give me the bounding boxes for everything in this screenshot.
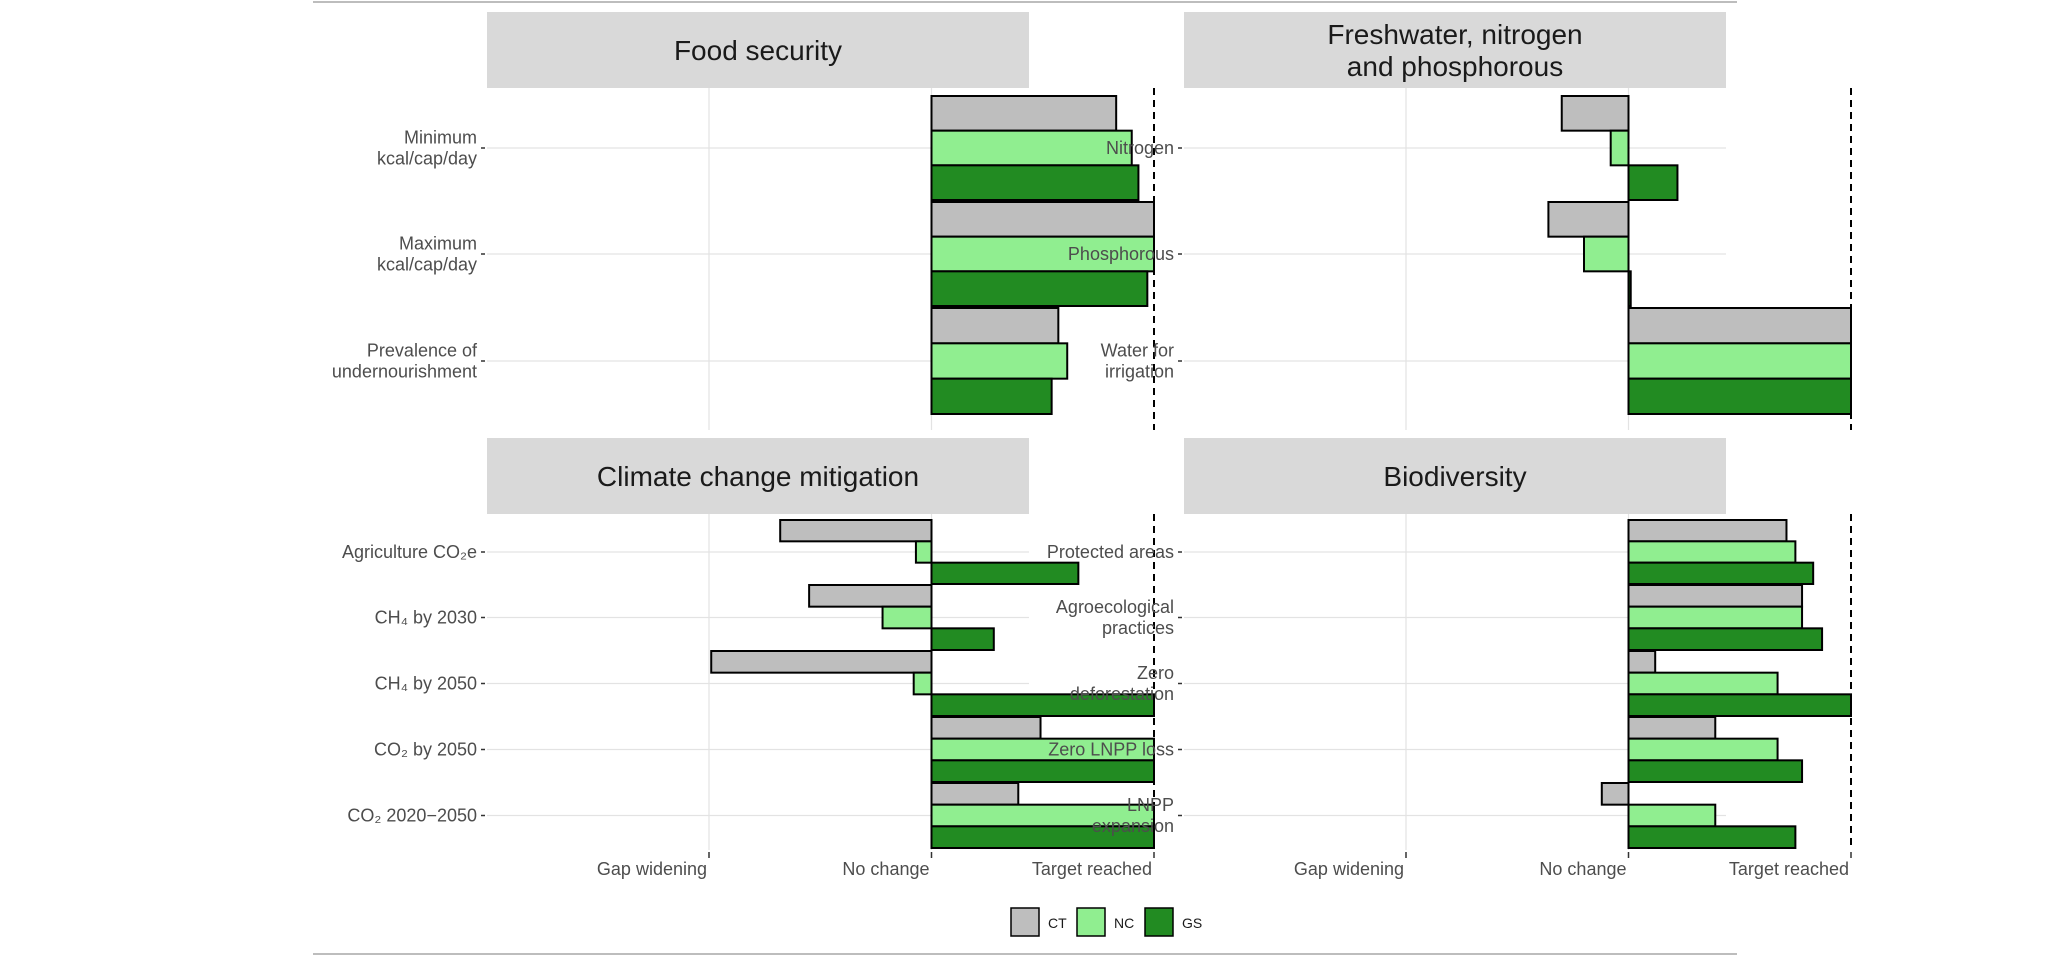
category-label: expansion [1092,816,1174,836]
category-label: Protected areas [1047,542,1174,562]
x-tick-label: Gap widening [1294,859,1404,879]
category-label: Agroecological [1056,597,1174,617]
bar-ct-5 [1600,782,1630,806]
bar-gs-4 [1627,759,1804,783]
x-tick-label: Gap widening [597,859,707,879]
x-tick-label: No change [1539,859,1626,879]
panel-4: Biodiversity Protected areas Agroecologica… [1047,438,1852,879]
bar-gs-1 [1627,561,1815,586]
bar-ct-4 [1627,716,1717,740]
category-label: Maximum [399,234,477,254]
bar-ct-3 [930,307,1060,345]
bar-ct-5 [930,782,1020,806]
bar-nc-1 [1609,129,1630,167]
category-label: irrigation [1105,362,1174,382]
bar-ct-2 [808,584,933,608]
bar-ct-2 [1627,584,1804,608]
legend-swatch-nc [1076,907,1106,937]
bar-gs-2 [1627,627,1824,651]
legend-label-nc: NC [1114,915,1134,931]
category-label: Prevalence of [367,341,478,361]
bar-gs-1 [1627,164,1679,201]
category-label: CO₂ 2020−2050 [347,806,477,826]
panel-1: Food securityMinimumkcal/cap/dayMaximumk… [332,12,1155,430]
bar-nc-2 [1627,605,1804,630]
category-label: deforestation [1070,684,1174,704]
bar-nc-1 [914,540,933,564]
panel-strip [1184,12,1726,88]
category-label: Nitrogen [1106,138,1174,158]
bar-ct-1 [1627,519,1788,543]
category-label: undernourishment [332,362,477,382]
bar-nc-2 [881,605,933,630]
legend: CT NC GS [1010,907,1202,937]
bar-gs-2 [930,270,1149,308]
bar-gs-3 [930,693,1155,717]
category-label: kcal/cap/day [377,255,477,275]
panel-title: Food security [674,35,842,66]
bar-ct-1 [1560,95,1630,132]
bar-nc-1 [1627,540,1797,564]
x-tick-label: No change [842,859,929,879]
bar-gs-4 [930,759,1155,783]
bar-gs-3 [1627,377,1852,415]
category-label: Phosphorous [1068,244,1174,264]
bar-gs-1 [930,561,1080,586]
panel-title: Climate change mitigation [597,461,919,492]
bar-ct-1 [930,95,1118,132]
bar-ct-1 [779,519,933,543]
bar-ct-2 [930,201,1155,238]
category-label: LNPP [1127,795,1174,815]
category-label: practices [1102,618,1174,638]
category-label: Water for [1101,341,1174,361]
panel-title: and phosphorous [1347,51,1563,82]
category-label: Minimum [404,128,477,148]
bar-gs-3 [1627,693,1852,717]
bar-ct-2 [1547,201,1630,238]
bar-gs-5 [930,825,1155,849]
panel-title: Freshwater, nitrogen [1327,19,1582,50]
panel-title: Biodiversity [1383,461,1526,492]
panel-strip [1184,438,1726,514]
category-label: CH₄ by 2050 [375,674,477,694]
bar-nc-2 [1583,235,1630,273]
legend-label-ct: CT [1048,915,1067,931]
bar-nc-2 [930,235,1155,273]
category-label: CH₄ by 2030 [375,608,477,628]
panels: Food securityMinimumkcal/cap/dayMaximumk… [332,12,1852,879]
panel-strip [487,438,1029,514]
panel-3: Climate change mitigation Agriculture CO₂… [342,438,1155,879]
bar-nc-5 [1627,803,1717,828]
bar-nc-3 [1627,671,1779,696]
category-label: Agriculture CO₂e [342,542,477,562]
bar-nc-3 [912,671,933,696]
bar-ct-4 [930,716,1042,740]
bar-gs-5 [1627,825,1797,849]
category-label: Zero LNPP loss [1048,740,1174,760]
legend-label-gs: GS [1182,915,1202,931]
bar-nc-4 [1627,737,1779,762]
category-label: kcal/cap/day [377,149,477,169]
bar-nc-3 [1627,342,1852,380]
bar-gs-1 [930,164,1140,201]
bar-gs-2 [930,627,995,651]
category-label: CO₂ by 2050 [374,740,477,760]
bar-gs-3 [930,377,1053,415]
legend-swatch-ct [1010,907,1040,937]
x-tick-label: Target reached [1032,859,1152,879]
bar-ct-3 [1627,307,1852,345]
bar-ct-3 [710,650,933,674]
bar-nc-3 [930,342,1069,380]
category-label: Zero [1137,663,1174,683]
panel-strip [487,12,1029,88]
bar-nc-1 [930,129,1133,167]
x-tick-label: Target reached [1729,859,1849,879]
bar-gs-2 [1627,270,1632,308]
bar-ct-3 [1627,650,1657,674]
legend-swatch-gs [1144,907,1174,937]
